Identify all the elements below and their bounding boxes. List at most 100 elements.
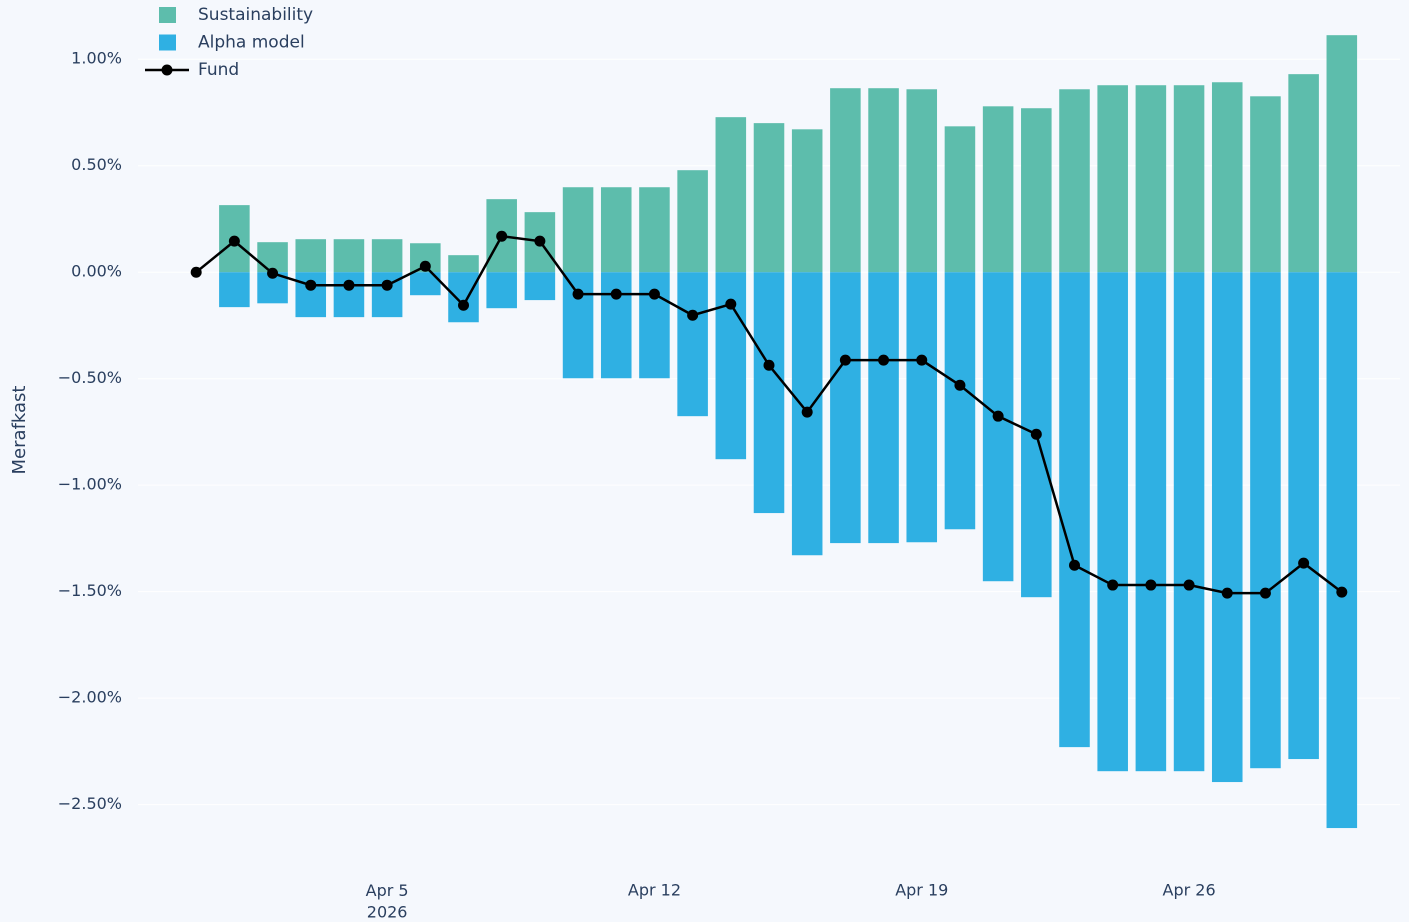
bar xyxy=(1059,272,1090,748)
bar xyxy=(944,272,976,530)
bar xyxy=(639,187,670,273)
point xyxy=(992,410,1004,422)
bar xyxy=(1173,85,1205,273)
x-tick-label: Apr 26 xyxy=(1163,881,1216,900)
point xyxy=(1298,557,1310,569)
point xyxy=(1221,587,1233,599)
bar xyxy=(753,123,785,273)
point xyxy=(305,279,317,291)
bar xyxy=(1021,108,1052,273)
y-tick-label: 0.50% xyxy=(71,155,122,174)
bar xyxy=(1059,89,1090,273)
point xyxy=(763,359,775,371)
point xyxy=(610,288,622,300)
point xyxy=(190,266,202,278)
bar xyxy=(600,272,632,379)
bar xyxy=(1326,35,1358,273)
bar xyxy=(448,255,479,273)
x-tick-label: Apr 19 xyxy=(895,881,948,900)
point xyxy=(648,288,660,300)
bar xyxy=(677,272,708,417)
bar xyxy=(868,88,899,273)
point xyxy=(267,267,279,279)
point xyxy=(1259,587,1271,599)
bar xyxy=(1250,272,1281,769)
bar xyxy=(295,239,327,273)
legend-label: Fund xyxy=(198,60,239,80)
y-axis-label: Merafkast xyxy=(9,386,30,475)
point xyxy=(572,288,584,300)
bar xyxy=(562,272,594,379)
legend-swatch xyxy=(159,34,176,51)
bar xyxy=(906,272,938,543)
bar xyxy=(448,272,479,323)
bar xyxy=(600,187,632,273)
point xyxy=(1069,559,1080,571)
point xyxy=(343,279,355,291)
point xyxy=(381,279,393,291)
bar xyxy=(295,272,327,318)
bar xyxy=(639,272,670,379)
point xyxy=(916,354,928,366)
point xyxy=(878,354,890,366)
bar xyxy=(753,272,785,514)
bar xyxy=(1288,272,1319,760)
bar xyxy=(1097,85,1128,273)
point xyxy=(801,406,813,418)
bar xyxy=(1211,272,1243,783)
bar xyxy=(219,272,250,308)
point xyxy=(687,309,699,321)
bar xyxy=(944,126,976,273)
bar xyxy=(410,272,441,296)
bar xyxy=(1135,272,1167,772)
point xyxy=(839,354,851,366)
point xyxy=(458,299,469,311)
bar xyxy=(333,239,365,273)
x-tick-label: Apr 12 xyxy=(628,881,681,900)
y-tick-label: −0.50% xyxy=(58,368,122,387)
bar xyxy=(486,272,517,309)
x-tick-label: Apr 5 2026 xyxy=(366,881,409,922)
bar xyxy=(1135,85,1167,273)
y-tick-label: −2.00% xyxy=(58,688,122,707)
legend-point xyxy=(161,64,173,76)
bar xyxy=(333,272,365,318)
point xyxy=(1107,579,1119,591)
point xyxy=(1183,579,1195,591)
point xyxy=(1336,586,1348,598)
y-tick-label: 1.00% xyxy=(71,49,122,68)
bar xyxy=(371,239,403,273)
y-tick-label: −2.50% xyxy=(58,794,122,813)
legend-label: Alpha model xyxy=(198,33,305,53)
point xyxy=(1030,428,1042,440)
bar xyxy=(1097,272,1128,772)
legend-swatch xyxy=(159,7,176,23)
point xyxy=(419,260,431,272)
y-tick-label: −1.50% xyxy=(58,581,122,600)
bar xyxy=(1173,272,1205,772)
point xyxy=(534,235,546,247)
bar xyxy=(562,187,594,273)
bar xyxy=(791,129,823,273)
y-tick-label: 0.00% xyxy=(71,262,122,281)
bar xyxy=(715,117,747,273)
bar xyxy=(1326,272,1358,829)
bar xyxy=(1250,96,1281,273)
bar xyxy=(524,272,556,301)
bar xyxy=(1288,74,1319,273)
bar xyxy=(868,272,899,544)
point xyxy=(954,379,966,391)
bar xyxy=(830,88,861,273)
bar xyxy=(906,89,938,273)
bar xyxy=(982,272,1014,582)
point xyxy=(496,230,508,242)
point xyxy=(1145,579,1157,591)
y-tick-label: −1.00% xyxy=(58,475,122,494)
point xyxy=(725,298,737,310)
bar xyxy=(1211,82,1243,273)
legend-label: Sustainability xyxy=(198,5,313,25)
bar xyxy=(982,106,1014,273)
bar xyxy=(257,242,288,273)
point xyxy=(228,235,240,247)
